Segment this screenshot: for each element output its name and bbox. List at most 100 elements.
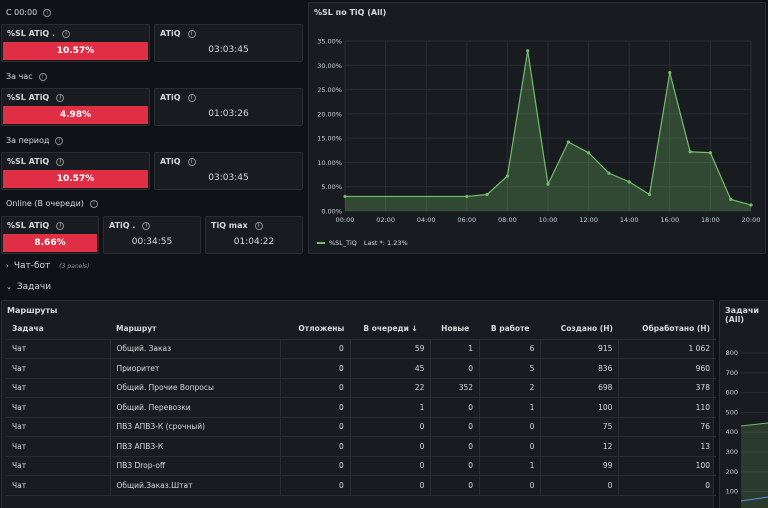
info-icon[interactable]: i xyxy=(56,221,65,230)
table-cell: 1 xyxy=(479,397,542,418)
data-point xyxy=(465,194,469,199)
y-tick-label: 35.00% xyxy=(317,38,342,46)
table-cell: 1 062 xyxy=(618,339,716,359)
column-header[interactable]: Новые xyxy=(430,319,480,340)
table-cell: 0 xyxy=(350,436,432,457)
table-cell: 0 xyxy=(350,456,432,476)
column-header[interactable]: В очереди ↓ xyxy=(350,319,431,340)
column-header[interactable]: Создано (Н) xyxy=(540,319,619,340)
table-cell: 0 xyxy=(430,456,481,476)
table-cell: Чат xyxy=(6,339,111,359)
table-cell: 0 xyxy=(430,417,481,437)
data-point xyxy=(505,174,509,178)
table-cell: 0 xyxy=(280,475,351,496)
chart-panel-sl-tiq[interactable]: %SL по TiQ (All) 0.00% 5.00% 10.00% 15.00% 2… xyxy=(308,2,766,254)
table-cell: 0 xyxy=(280,456,351,476)
table-cell: 960 xyxy=(618,358,716,379)
info-icon[interactable]: i xyxy=(55,136,64,145)
stat-value-atiq: 01:03:26 xyxy=(208,109,249,119)
y-tick-label: 30.00% xyxy=(317,62,342,70)
info-icon[interactable]: i xyxy=(62,29,71,38)
y-tick-label: 0.00% xyxy=(321,208,342,216)
stat-panel-sl-online[interactable]: %SL ATiQ i 8.66% xyxy=(1,216,99,254)
tasks-chart[interactable]: 800 700 600 500 400 300 200 100 xyxy=(720,319,768,508)
table-row[interactable]: Чат Приоритет 0 45 0 5 836 960 xyxy=(6,358,716,379)
x-tick-label: 10:00 xyxy=(539,216,558,224)
info-icon[interactable]: i xyxy=(89,199,98,208)
stat-panel-sl-since-midnight[interactable]: %SL ATiQ .i 10.57% xyxy=(1,24,150,62)
section-title-period: За период i xyxy=(6,136,64,145)
table-row[interactable]: Чат Общий. Заказ 0 59 1 6 915 1 062 xyxy=(6,339,716,359)
column-header[interactable]: Задача xyxy=(6,319,110,340)
table-row[interactable]: Чат ПВЗ Drop-off 0 0 0 1 99 100 xyxy=(6,456,716,476)
row-header-chatbot[interactable]: › Чат-бот (3 panels) xyxy=(6,261,90,271)
data-point xyxy=(485,192,489,197)
table-cell: 76 xyxy=(618,417,716,437)
stat-value-sl: 10.57% xyxy=(3,42,148,60)
table-cell: 0 xyxy=(479,475,542,496)
y-tick-label: 100 xyxy=(726,488,738,496)
column-header[interactable]: Обработано (Н) xyxy=(618,319,716,340)
table-cell: Общий. Прочие Вопросы xyxy=(110,378,281,398)
y-tick-label: 800 xyxy=(726,349,738,357)
stat-panel-atiq-period[interactable]: ATiQ i 03:03:45 xyxy=(154,152,303,190)
table-cell: 378 xyxy=(618,378,716,398)
x-tick-label: 00:00 xyxy=(336,216,355,224)
stat-panel-atiq-last-hour[interactable]: ATiQ i 01:03:26 xyxy=(154,88,303,126)
routes-table-panel[interactable]: Маршруты Задача Маршрут Отложены В очереди … xyxy=(1,300,716,508)
series-line xyxy=(345,50,752,206)
column-header[interactable]: Маршрут xyxy=(110,319,280,340)
stat-value-atiq: 03:03:45 xyxy=(208,45,249,55)
info-icon[interactable]: i xyxy=(187,157,196,166)
data-point xyxy=(587,151,591,155)
table-cell: 6 xyxy=(479,339,542,359)
info-icon[interactable]: i xyxy=(254,221,263,230)
table-row[interactable]: Чат Общий. Прочие Вопросы 0 22 352 2 698 378 xyxy=(6,378,716,398)
table-cell: 1 xyxy=(479,456,542,476)
stat-value-sl: 4.98% xyxy=(3,106,148,124)
table-cell: 110 xyxy=(618,397,716,418)
table-row[interactable]: Чат Общий. Перевозки 0 1 0 1 100 110 xyxy=(6,397,716,418)
stat-panel-atiq-since-midnight[interactable]: ATiQ i 03:03:45 xyxy=(154,24,303,62)
data-point xyxy=(627,180,631,184)
table-cell: 0 xyxy=(618,475,716,496)
section-title-since-midnight: С 00:00 i xyxy=(6,8,52,17)
data-point xyxy=(708,151,712,155)
table-cell: Чат xyxy=(6,436,111,457)
stat-value-sl: 10.57% xyxy=(3,170,148,188)
info-icon[interactable]: i xyxy=(38,72,47,81)
tasks-chart-panel[interactable]: Задачи (All) 800 700 600 500 400 300 200 100 xyxy=(719,300,768,508)
column-header[interactable]: Отложены xyxy=(280,319,351,340)
stat-panel-sl-last-hour[interactable]: %SL ATiQ i 4.98% xyxy=(1,88,150,126)
info-icon[interactable]: i xyxy=(187,93,196,102)
x-tick-label: 08:00 xyxy=(498,216,517,224)
table-cell: 45 xyxy=(350,358,432,379)
y-tick-label: 500 xyxy=(726,408,738,416)
stat-panel-tiq-max-online[interactable]: TiQ max i 01:04:22 xyxy=(205,216,303,254)
y-tick-label: 20.00% xyxy=(317,110,342,118)
table-row[interactable]: Чат Общий.Заказ.Штат 0 0 0 0 0 0 xyxy=(6,475,716,496)
stat-panel-atiq-online[interactable]: ATiQ .i 00:34:55 xyxy=(103,216,201,254)
table-row[interactable]: Чат ПВЗ АПВЗ-К (срочный) 0 0 0 0 75 76 xyxy=(6,417,716,437)
row-header-tasks[interactable]: ⌄ Задачи xyxy=(6,282,52,292)
chart-legend[interactable]: %SL_TiQ Last *: 1.23% xyxy=(317,239,408,247)
y-tick-label: 200 xyxy=(726,468,738,476)
data-point xyxy=(607,171,611,175)
table-cell: ПВЗ Drop-off xyxy=(110,456,281,476)
table-row[interactable]: Чат ПВЗ АПВЗ-К 0 0 0 0 12 13 xyxy=(6,436,716,457)
info-icon[interactable]: i xyxy=(43,8,52,17)
table-cell: ПВЗ АПВЗ-К xyxy=(110,436,281,457)
sl-area-chart[interactable]: 0.00% 5.00% 10.00% 15.00% 20.00% 25.00% 30.00%… xyxy=(309,3,765,253)
table-cell: 2 xyxy=(479,378,542,398)
x-tick-label: 20:00 xyxy=(742,216,761,224)
info-icon[interactable]: i xyxy=(187,29,196,38)
column-header[interactable]: В работе xyxy=(479,319,541,340)
routes-table: Задача Маршрут Отложены В очереди ↓ Новые В р… xyxy=(6,319,716,496)
table-cell: 0 xyxy=(479,436,542,457)
table-cell: 0 xyxy=(350,475,432,496)
table-cell: Чат xyxy=(6,378,111,398)
info-icon[interactable]: i xyxy=(142,221,151,230)
stat-panel-sl-period[interactable]: %SL ATiQ i 10.57% xyxy=(1,152,150,190)
info-icon[interactable]: i xyxy=(56,93,65,102)
info-icon[interactable]: i xyxy=(56,157,65,166)
